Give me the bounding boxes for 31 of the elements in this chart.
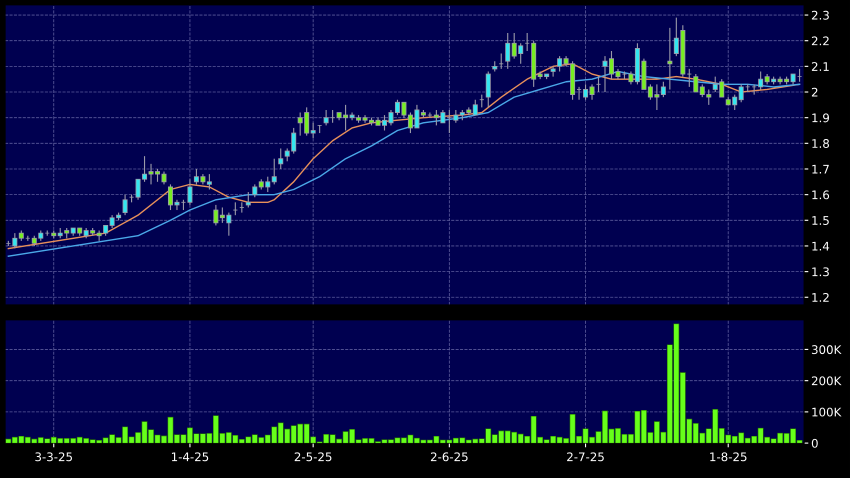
y-tick-label: 2 [812,88,818,96]
x-tick-label: 2-5-25 [294,452,332,462]
y-tick-label: 1.6 [812,190,830,200]
y-tick-label: 1.9 [812,113,829,122]
x-tick-label: 3-3-25 [35,452,72,462]
y-tick-label: 1.7 [812,164,829,174]
y-tick-label: 100K [812,408,842,417]
candlestick [492,60,498,72]
y-tick-label: 1.4 [812,242,830,250]
y-tick-label: 1.3 [812,267,829,276]
y-tick-label: 200K [812,376,842,386]
candlestick [187,178,192,206]
y-tick-label: 300K [812,345,842,354]
candlestick [550,66,556,78]
candlestick [486,70,491,108]
candlestick [122,194,128,216]
x-tick-label: 2-6-25 [430,452,468,462]
y-tick-label: 0 [812,438,818,448]
y-tick-label: 2.2 [812,36,829,46]
y-tick-label: 1.5 [812,216,829,225]
candlestick [324,109,329,126]
x-tick-label: 2-7-25 [567,452,604,462]
candlestick [278,148,284,170]
y-tick-label: 1.8 [812,139,830,148]
candlestick [246,192,251,208]
y-tick-label: 2.3 [812,10,829,20]
y-tick-label: 1.2 [812,292,829,302]
y-tick-label: 2.1 [812,62,829,71]
candlestick [667,27,672,90]
x-tick-label: 1-8-25 [710,452,746,462]
x-tick-label: 1-4-25 [172,452,208,462]
